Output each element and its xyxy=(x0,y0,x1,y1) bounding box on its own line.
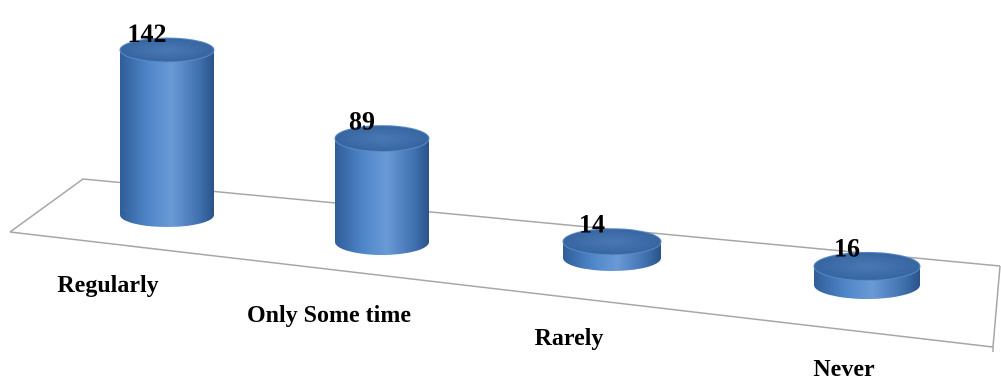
bar-body xyxy=(120,50,214,227)
data-label: 14 xyxy=(579,210,605,239)
category-label: Never xyxy=(813,356,875,382)
data-label: 142 xyxy=(128,19,167,48)
bar-only-some-time xyxy=(334,125,430,255)
bar-top xyxy=(119,37,215,63)
bar-rarely xyxy=(562,228,662,271)
bar-body xyxy=(335,138,429,255)
data-label: 16 xyxy=(834,233,860,262)
data-labels: 142 89 14 16 xyxy=(128,19,861,262)
data-label: 89 xyxy=(349,107,375,136)
chart-floor-edge xyxy=(9,178,1001,267)
category-labels: Regularly Only Some time Rarely Never xyxy=(57,272,875,382)
bar-regularly xyxy=(119,37,215,227)
bar-top xyxy=(562,228,662,256)
bar-top xyxy=(334,125,430,153)
category-label: Regularly xyxy=(57,272,158,298)
category-label: Only Some time xyxy=(247,302,411,328)
bar-never xyxy=(813,251,921,299)
category-label: Rarely xyxy=(535,325,604,351)
bar-series xyxy=(119,37,921,299)
bar-top xyxy=(813,251,921,281)
